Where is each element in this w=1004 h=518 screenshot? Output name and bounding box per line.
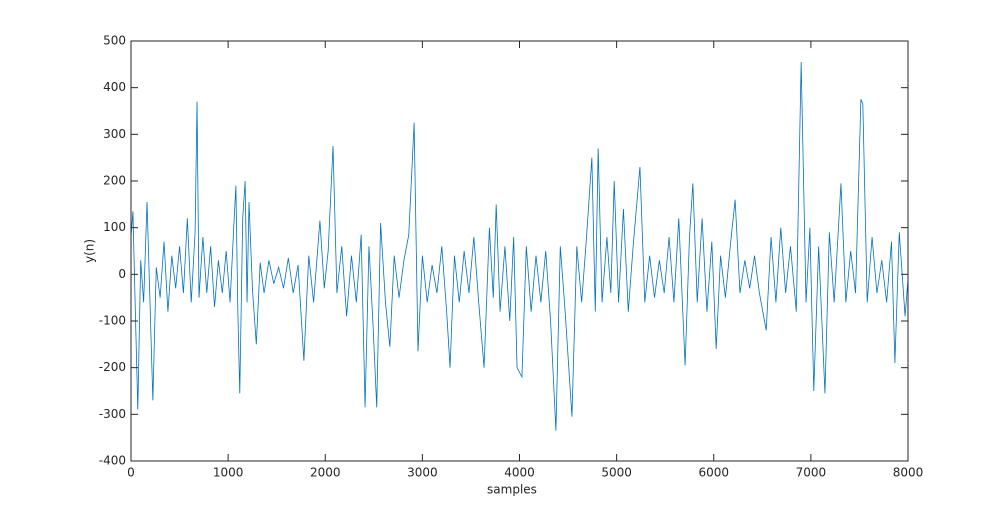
- x-tick-label: 7000: [796, 466, 827, 480]
- y-tick-label: -400: [99, 454, 126, 468]
- x-axis-label: samples: [487, 483, 537, 497]
- x-tick-label: 0: [127, 466, 135, 480]
- x-tick-label: 5000: [601, 466, 632, 480]
- y-tick-label: 0: [118, 267, 126, 281]
- y-tick-label: 200: [103, 174, 126, 188]
- y-axis-label: y(n): [83, 239, 97, 263]
- y-tick-label: -300: [99, 407, 126, 421]
- axes-box: [130, 40, 909, 462]
- y-tick-label: -100: [99, 314, 126, 328]
- y-tick-label: 100: [103, 220, 126, 234]
- signal-line: [130, 61, 909, 431]
- y-tick-label: 500: [103, 34, 126, 48]
- y-tick-label: 400: [103, 80, 126, 94]
- y-tick-label: -200: [99, 360, 126, 374]
- x-tick-label: 8000: [893, 466, 924, 480]
- x-tick-label: 2000: [310, 466, 341, 480]
- x-tick-label: 1000: [213, 466, 244, 480]
- x-tick-label: 3000: [407, 466, 438, 480]
- x-tick-label: 6000: [698, 466, 729, 480]
- x-tick-label: 4000: [504, 466, 535, 480]
- plot-area: [131, 41, 908, 461]
- y-tick-label: 300: [103, 127, 126, 141]
